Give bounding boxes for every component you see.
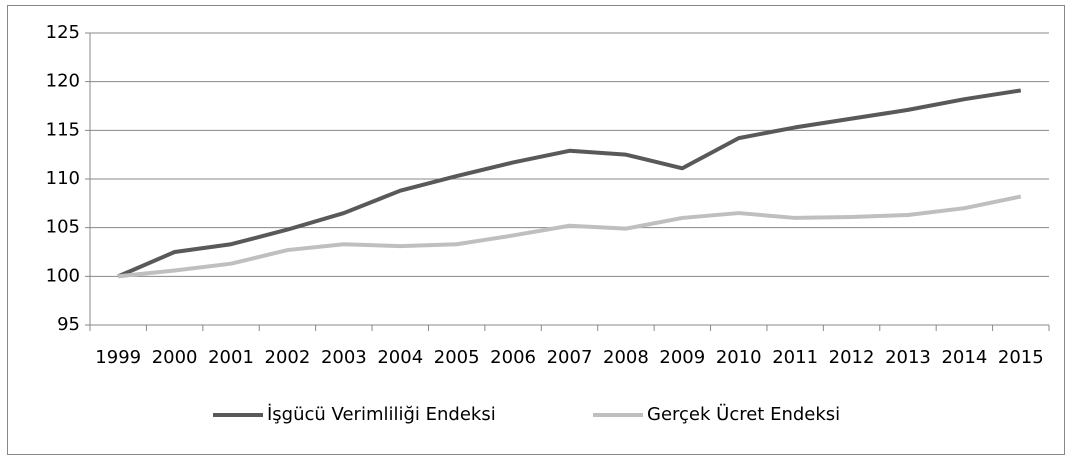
x-tick-label: 2010 <box>716 347 762 368</box>
x-tick-label: 2008 <box>603 347 649 368</box>
y-tick-label: 95 <box>57 314 80 335</box>
x-tick-label: 2004 <box>377 347 423 368</box>
x-tick-label: 2009 <box>659 347 705 368</box>
y-tick-label: 100 <box>46 265 80 286</box>
x-tick-label: 2002 <box>265 347 311 368</box>
y-tick-label: 110 <box>46 168 80 189</box>
x-tick-label: 2001 <box>208 347 254 368</box>
x-tick-label: 2015 <box>998 347 1044 368</box>
legend-label: Gerçek Ücret Endeksi <box>647 403 840 425</box>
series-line <box>117 88 1022 279</box>
y-tick-label: 125 <box>46 22 80 43</box>
y-tick-label: 115 <box>46 119 80 140</box>
x-tick-label: 2003 <box>321 347 367 368</box>
x-tick-label: 2012 <box>829 347 875 368</box>
x-tick-label: 2013 <box>885 347 931 368</box>
x-tick-label: 2011 <box>772 347 818 368</box>
x-tick-label: 2007 <box>547 347 593 368</box>
x-tick-label: 1999 <box>95 347 141 368</box>
x-tick-label: 2005 <box>434 347 480 368</box>
x-tick-label: 2000 <box>152 347 198 368</box>
series-line <box>118 194 1022 279</box>
legend-label: İşgücü Verimliliği Endeksi <box>267 404 496 425</box>
y-tick-label: 120 <box>46 71 80 92</box>
y-tick-label: 105 <box>46 217 80 238</box>
x-tick-label: 2014 <box>941 347 987 368</box>
x-tick-label: 2006 <box>490 347 536 368</box>
